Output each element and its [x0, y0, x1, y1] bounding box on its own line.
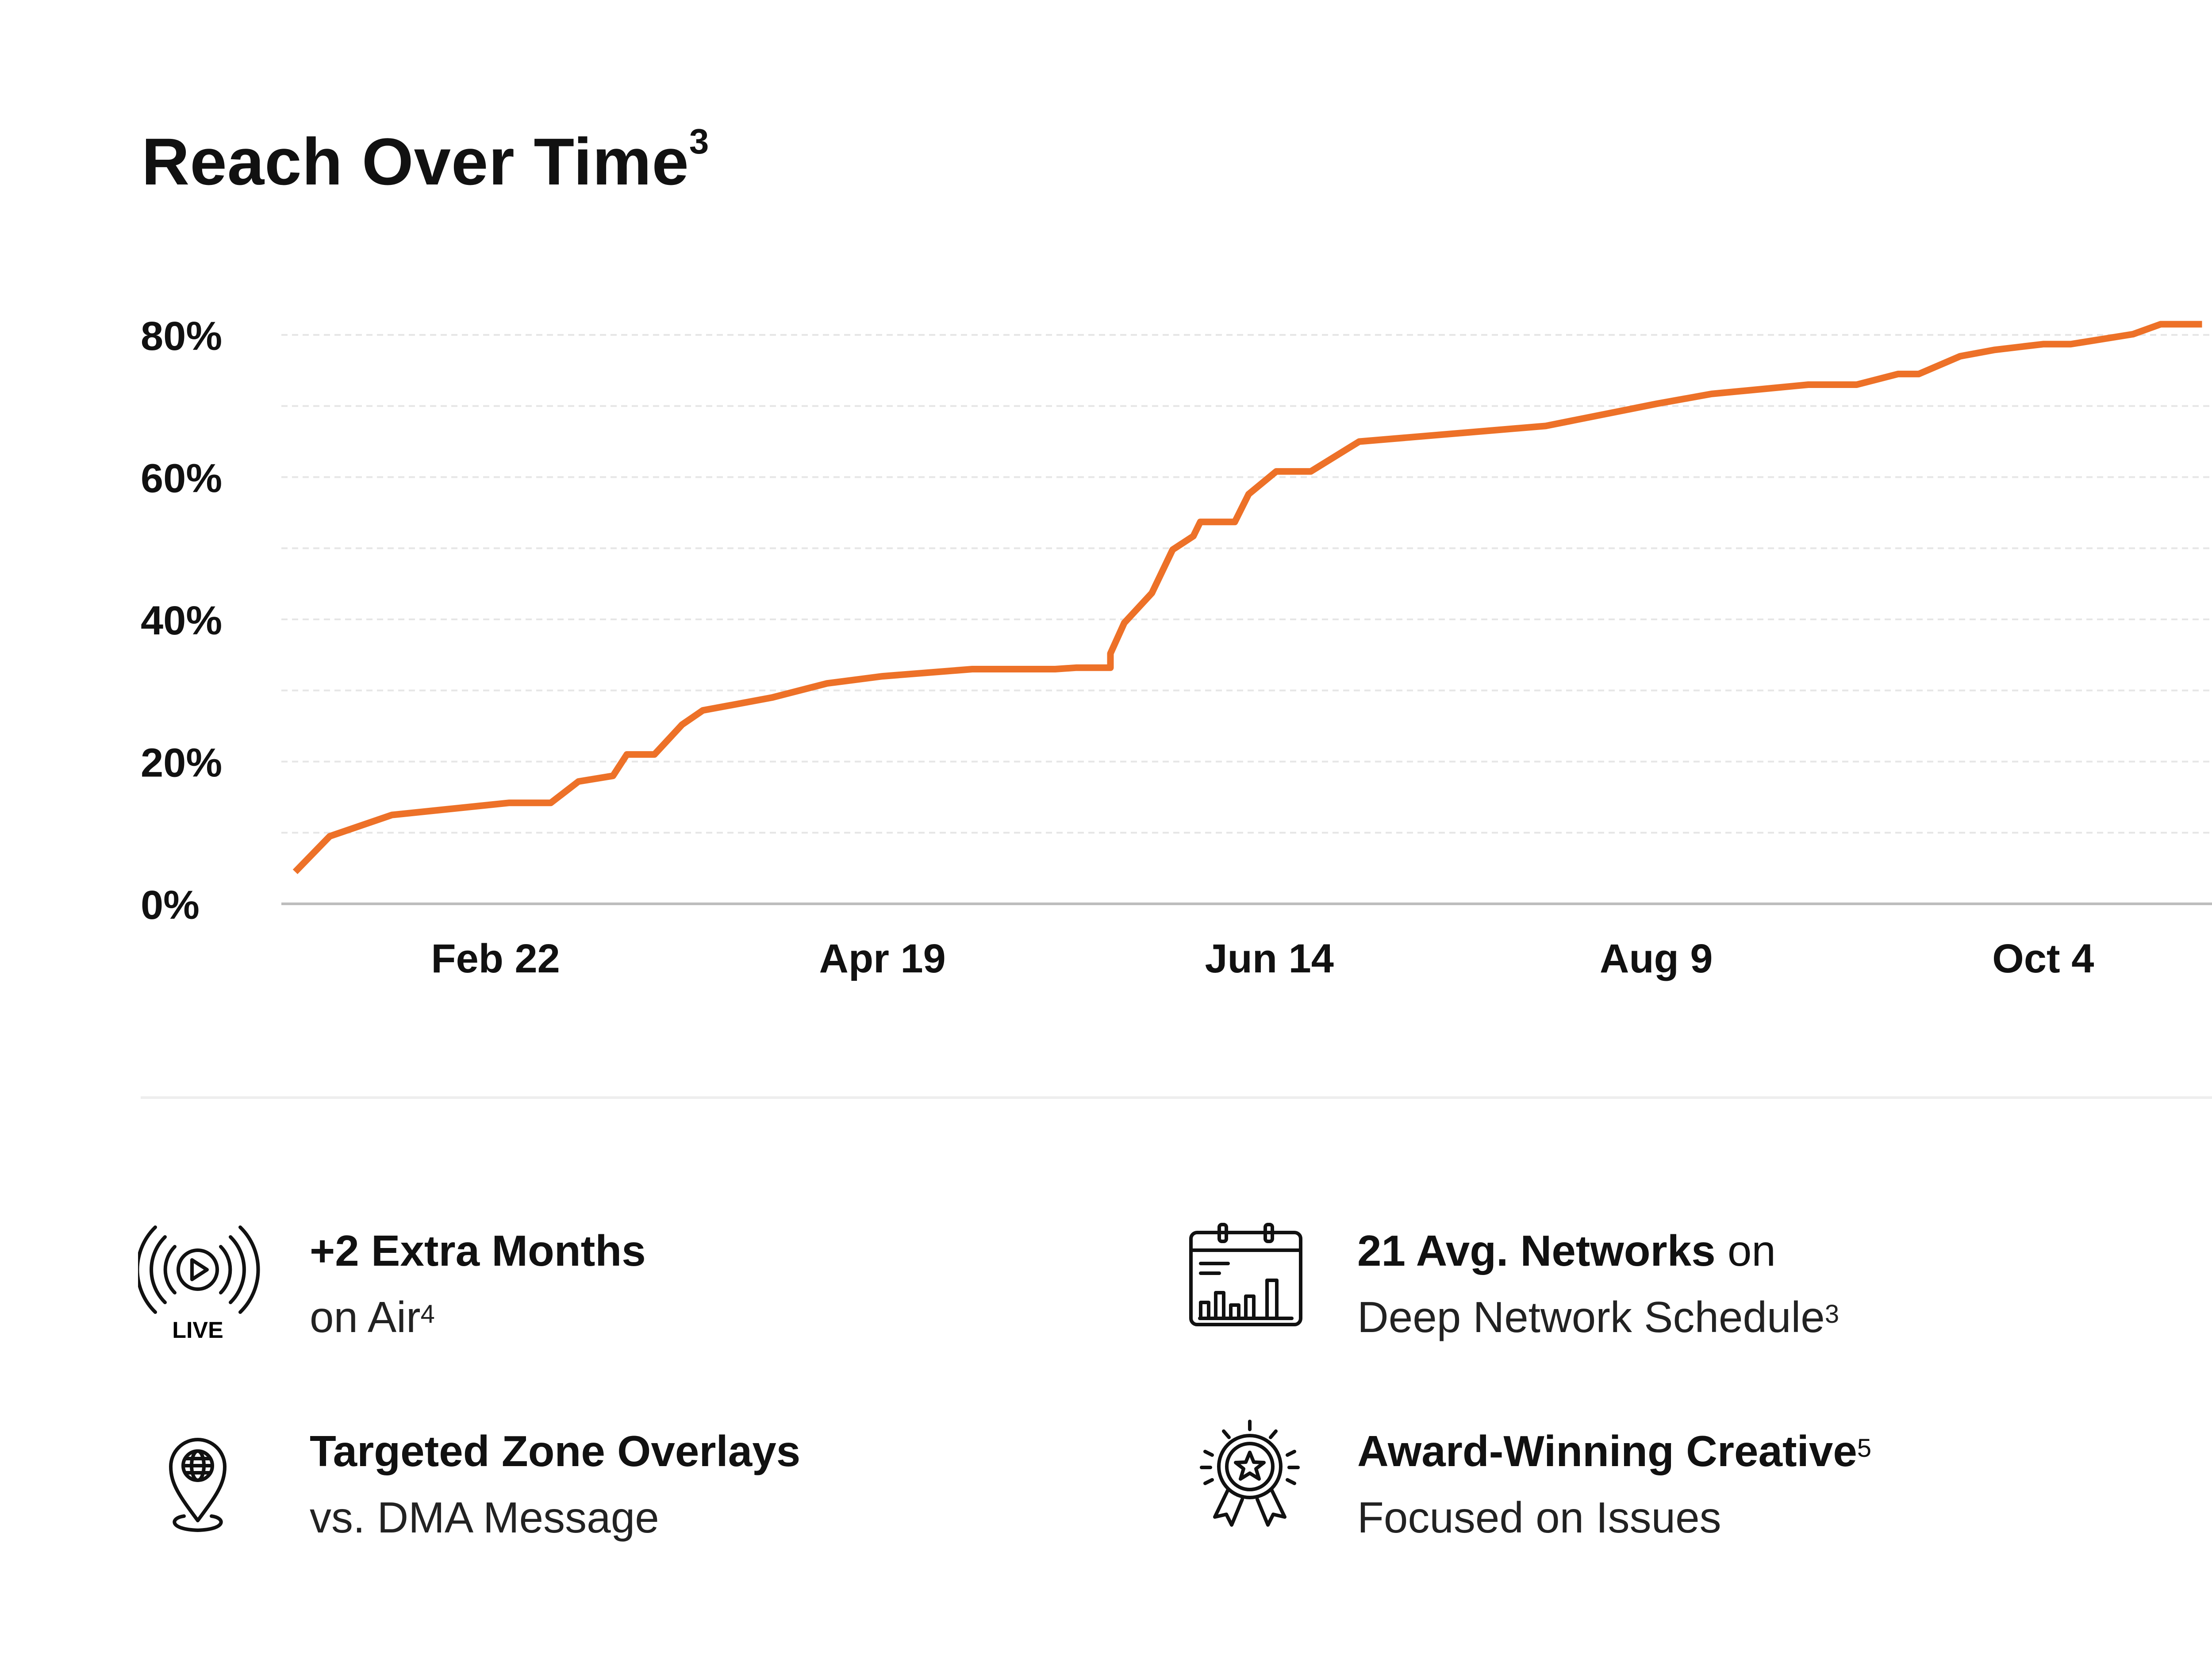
data-point	[1110, 653, 1111, 654]
data-point	[1110, 667, 1111, 668]
data-point	[1856, 384, 1857, 385]
feature-text: 21 Avg. Networks on Deep Network Schedul…	[1357, 1217, 1839, 1350]
award-ribbon-icon	[1200, 1420, 1300, 1527]
feature-title-line: 21 Avg. Networks on	[1357, 1217, 1839, 1284]
feature-subtitle-line: Deep Network Schedule3	[1357, 1284, 1839, 1350]
feature-subtitle-text: Focused on Issues	[1357, 1493, 1721, 1542]
reach-series-line	[292, 321, 2202, 874]
data-point	[626, 754, 627, 755]
data-point	[1711, 393, 1712, 394]
live-broadcast-icon: LIVE	[138, 1225, 260, 1343]
feature-subtitle-text: vs. DMA Message	[310, 1493, 659, 1542]
data-point	[1075, 667, 1076, 668]
feature-rest-text: on	[1715, 1226, 1776, 1275]
x-tick-label: Jun 14	[1205, 936, 1334, 981]
data-point	[1055, 669, 1056, 670]
feature-footnote: 5	[1857, 1434, 1872, 1463]
y-tick-label: 20%	[141, 741, 222, 786]
feature-title-line: Targeted Zone Overlays	[310, 1418, 800, 1484]
feature-subtitle-text: on Air	[310, 1293, 421, 1341]
location-globe-icon	[169, 1438, 227, 1532]
chart-title-text: Reach Over Time	[142, 124, 689, 199]
data-point	[1248, 494, 1249, 495]
feature-award-creative: Award-Winning Creative5 Focused on Issue…	[1186, 1418, 2115, 1586]
data-point	[882, 676, 883, 677]
data-point	[1310, 471, 1311, 472]
y-tick-label: 40%	[141, 598, 222, 643]
y-tick-labels: 0% 20% 40% 60% 80%	[141, 314, 222, 928]
feature-footnote: 3	[1824, 1300, 1839, 1329]
data-point	[827, 683, 828, 684]
data-point	[1994, 349, 1995, 350]
feature-subtitle-line: Focused on Issues	[1357, 1484, 1871, 1551]
chart-title-footnote: 3	[689, 122, 710, 161]
data-point	[1276, 471, 1277, 472]
x-tick-label: Aug 9	[1600, 936, 1713, 981]
y-tick-label: 60%	[141, 456, 222, 501]
feature-extra-months: LIVE +2 Extra Months on Air4	[138, 1217, 1067, 1386]
feature-bold-text: Award-Winning Creative	[1357, 1427, 1857, 1475]
data-point	[2070, 344, 2071, 345]
feature-footnote: 4	[420, 1300, 435, 1329]
data-point	[682, 724, 683, 725]
feature-text: Award-Winning Creative5 Focused on Issue…	[1357, 1418, 1871, 1551]
data-point	[654, 754, 655, 755]
feature-zone-overlays: Targeted Zone Overlays vs. DMA Message	[138, 1418, 1067, 1586]
y-tick-label: 0%	[141, 883, 200, 928]
calendar-chart-icon	[1189, 1223, 1302, 1326]
section-divider	[141, 1096, 2212, 1099]
live-icon-label: LIVE	[172, 1317, 223, 1343]
feature-text: Targeted Zone Overlays vs. DMA Message	[310, 1418, 800, 1551]
x-tick-label: Oct 4	[1992, 936, 2094, 981]
data-point	[578, 781, 579, 782]
x-tick-label: Feb 22	[431, 936, 560, 981]
data-point	[2202, 324, 2203, 325]
feature-subtitle-line: vs. DMA Message	[310, 1484, 800, 1551]
data-point	[1808, 384, 1809, 385]
feature-bold-text: Targeted Zone Overlays	[310, 1427, 801, 1475]
data-point	[329, 836, 330, 837]
feature-title-line: Award-Winning Creative5	[1357, 1418, 1871, 1484]
grid-lines	[281, 334, 2212, 834]
data-point	[1918, 373, 1919, 374]
data-point	[1960, 356, 1961, 357]
data-point	[1193, 536, 1194, 537]
y-tick-label: 80%	[141, 314, 222, 359]
chart-title: Reach Over Time3	[142, 124, 709, 195]
data-point	[1656, 403, 1657, 404]
feature-title-line: +2 Extra Months	[310, 1217, 646, 1284]
feature-avg-networks: 21 Avg. Networks on Deep Network Schedul…	[1186, 1217, 2115, 1386]
data-point	[972, 669, 973, 670]
feature-bold-text: 21 Avg. Networks	[1357, 1226, 1716, 1275]
data-point	[1172, 549, 1173, 550]
feature-subtitle-text: Deep Network Schedule	[1357, 1293, 1825, 1341]
x-tick-labels: Feb 22 Apr 19 Jun 14 Aug 9 Oct 4	[431, 936, 2094, 981]
x-tick-label: Apr 19	[819, 936, 946, 981]
data-point	[2160, 324, 2161, 325]
feature-text: +2 Extra Months on Air4	[310, 1217, 646, 1350]
feature-subtitle-line: on Air4	[310, 1284, 646, 1350]
data-point	[1897, 373, 1898, 374]
series-layer	[292, 321, 2203, 874]
feature-bold-text: +2 Extra Months	[310, 1226, 646, 1275]
reach-line-chart: 0% 20% 40% 60% 80% Feb 22 Apr 19 Jun 14 Aug 9 Oc…	[141, 314, 2212, 981]
data-point	[1124, 622, 1125, 623]
